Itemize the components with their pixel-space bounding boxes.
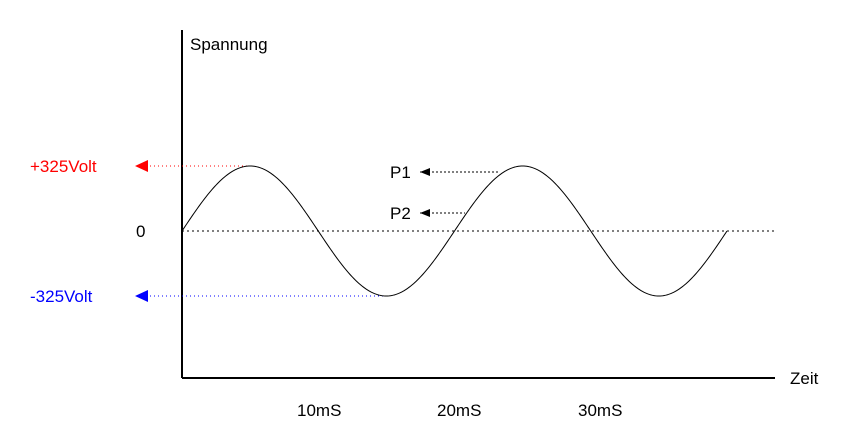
- negative-peak-arrow: [135, 290, 148, 302]
- x-tick-label-10ms: 10mS: [297, 401, 341, 420]
- p2-label: P2: [390, 204, 411, 223]
- x-tick-label-20ms: 20mS: [437, 401, 481, 420]
- x-tick-label-30ms: 30mS: [578, 401, 622, 420]
- x-axis-title: Zeit: [790, 369, 819, 388]
- sine-wave-series: [181, 165, 728, 297]
- p1-label: P1: [390, 163, 411, 182]
- p2-arrow-head: [420, 209, 430, 217]
- negative-peak-label: -325Volt: [30, 287, 93, 306]
- p1-arrow-head: [420, 168, 430, 176]
- y-axis-title: Spannung: [190, 35, 268, 54]
- positive-peak-arrow: [135, 160, 148, 172]
- positive-peak-label: +325Volt: [30, 157, 97, 176]
- zero-label: 0: [136, 222, 145, 241]
